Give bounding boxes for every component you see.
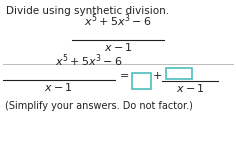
Text: Divide using synthetic division.: Divide using synthetic division. [6,6,169,16]
Text: +: + [152,71,162,81]
Text: $x - 1$: $x - 1$ [104,41,132,53]
Text: =: = [119,71,129,81]
Text: $x - 1$: $x - 1$ [176,82,204,94]
Text: $x^5 + 5x^3 - 6$: $x^5 + 5x^3 - 6$ [55,52,123,69]
Text: $x - 1$: $x - 1$ [44,81,72,93]
FancyBboxPatch shape [132,73,151,89]
FancyBboxPatch shape [166,68,192,79]
Text: (Simplify your answers. Do not factor.): (Simplify your answers. Do not factor.) [5,101,193,111]
Text: $x^5 + 5x^3 - 6$: $x^5 + 5x^3 - 6$ [84,12,152,29]
